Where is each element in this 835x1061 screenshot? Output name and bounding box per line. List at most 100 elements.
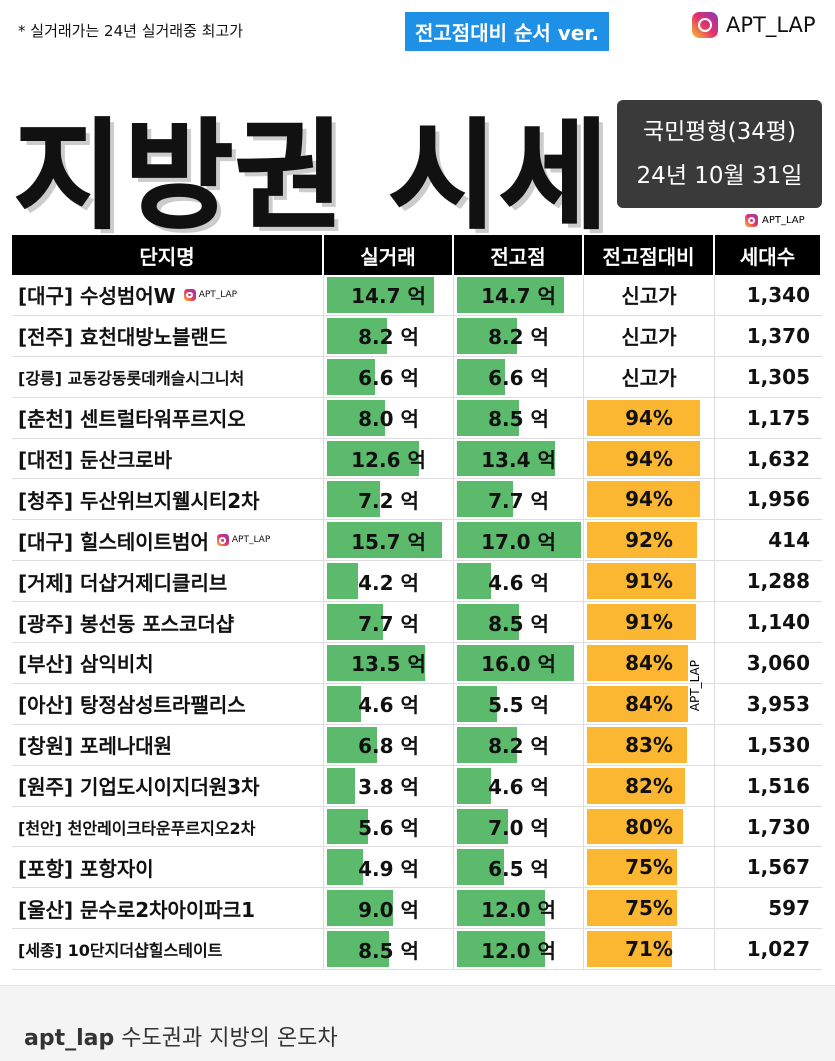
actual-cell: 4.9 억 — [324, 847, 454, 888]
ratio-label: 83% — [625, 732, 673, 757]
peak-label: 16.0 억 — [481, 652, 556, 677]
table-row: [대구] 수성범어W APT_LAP 14.7 억 14.7 억 신고가 1,340 — [12, 275, 822, 316]
table-row: [아산] 탕정삼성트라팰리스 4.6 억 5.5 억 84% 3,953 — [12, 683, 822, 725]
watermark-text: APT_LAP — [762, 215, 805, 226]
actual-label: 6.6 억 — [358, 366, 419, 391]
table-row: [전주] 효천대방노블랜드 8.2 억 8.2 억 신고가 1,370 — [12, 315, 822, 357]
bar — [457, 645, 574, 681]
peak-label: 8.5 억 — [488, 611, 549, 636]
caption-area — [0, 985, 835, 1061]
peak-label: 7.0 억 — [488, 816, 549, 841]
households: 1,956 — [746, 487, 810, 512]
bar — [587, 890, 677, 927]
bar — [457, 604, 519, 641]
peak-label: 13.4 억 — [481, 448, 556, 472]
name-cell: [원주] 기업도시이지더원3차 — [12, 765, 324, 806]
table-row: [대전] 둔산크로바 12.6 억 13.4 억 94% 1,632 — [12, 438, 822, 480]
complex-name: [대전] 둔산크로바 — [18, 448, 173, 472]
households-cell: 1,632 — [715, 439, 822, 479]
bar — [327, 645, 426, 681]
table-row: [울산] 문수로2차아이파크1 9.0 억 12.0 억 75% 597 — [12, 888, 822, 930]
actual-cell: 7.2 억 — [324, 479, 454, 520]
bar — [327, 481, 380, 518]
badge: 전고점대비 순서 ver. — [405, 12, 609, 51]
actual-label: 13.5 억 — [351, 652, 426, 677]
ratio-cell: 82% — [584, 765, 715, 806]
name-cell: [포항] 포항자이 — [12, 847, 324, 888]
peak-cell: 8.5 억 — [454, 397, 584, 438]
households: 1,632 — [746, 446, 810, 471]
ratio-label: 신고가 — [621, 325, 677, 350]
bar — [457, 726, 517, 763]
watermark-text: APT_LAP — [198, 289, 238, 300]
bar — [587, 645, 688, 681]
peak-cell: 17.0 억 — [454, 520, 584, 561]
peak-cell: 6.6 억 — [454, 356, 584, 397]
watermark: APT_LAP — [745, 214, 805, 227]
name-cell: [강릉] 교동강동롯데캐슬시그니처 — [12, 356, 324, 397]
actual-cell: 3.8 억 — [324, 765, 454, 806]
bar — [587, 399, 700, 436]
ratio-cell: 71% — [584, 929, 715, 970]
table-row: [거제] 더샵거제디클리브 4.2 억 4.6 억 91% 1,288 — [12, 561, 822, 603]
bar — [457, 358, 506, 395]
caption-user: apt_lap — [24, 1026, 115, 1051]
actual-label: 15.7 억 — [351, 529, 426, 554]
instagram-icon — [745, 214, 758, 227]
instagram-icon — [692, 12, 718, 38]
name-cell: [세종] 10단지더샵힐스테이트 — [12, 929, 324, 970]
caption: apt_lap 수도권과 지방의 온도차 — [24, 1020, 338, 1052]
bar — [327, 317, 387, 354]
bar — [327, 604, 384, 641]
info-line: 국민평형(34평) — [642, 119, 796, 145]
ratio-cell: 91% — [584, 602, 715, 643]
peak-label: 4.6 억 — [488, 775, 549, 800]
households-cell: 3,060 — [715, 643, 822, 683]
ratio-cell: 신고가 — [584, 356, 715, 397]
peak-cell: 8.2 억 — [454, 724, 584, 765]
actual-label: 8.0 억 — [358, 407, 419, 432]
peak-label: 14.7 억 — [481, 284, 556, 309]
actual-cell: 8.0 억 — [324, 397, 454, 438]
ratio-label: 84% — [625, 691, 673, 716]
complex-name: [청주] 두산위브지웰시티2차 — [18, 488, 260, 513]
households: 1,340 — [746, 282, 810, 307]
households: 1,567 — [746, 855, 810, 880]
bar — [327, 277, 435, 313]
households-cell: 1,730 — [715, 807, 822, 847]
bar — [457, 685, 498, 722]
bar — [457, 767, 491, 804]
name-cell: [대구] 힐스테이트범어 APT_LAP — [12, 520, 324, 561]
peak-cell: 16.0 억 — [454, 643, 584, 683]
ratio-label: 75% — [625, 896, 673, 921]
ratio-label: 71% — [625, 937, 673, 962]
bar — [457, 522, 581, 559]
actual-label: 6.8 억 — [358, 734, 419, 759]
bar — [457, 808, 509, 845]
ratio-label: 82% — [625, 773, 673, 798]
actual-label: 14.7 억 — [351, 284, 426, 309]
title: 지방권 시세 — [13, 106, 610, 246]
complex-name: [원주] 기업도시이지더원3차 — [18, 775, 260, 800]
peak-label: 8.5 억 — [488, 407, 549, 432]
households-cell: 1,530 — [715, 725, 822, 765]
peak-cell: 4.6 억 — [454, 765, 584, 806]
ratio-cell: 75% — [584, 888, 715, 929]
actual-label: 12.6 억 — [351, 448, 426, 472]
info-box: 국민평형(34평) 24년 10월 31일 — [617, 100, 822, 208]
households-cell: 1,516 — [715, 766, 822, 806]
actual-label: 9.0 억 — [358, 897, 419, 922]
bar — [587, 481, 700, 518]
bar — [587, 808, 683, 845]
table-row: [대구] 힐스테이트범어 APT_LAP 15.7 억 17.0 억 92% 414 — [12, 520, 822, 562]
ratio-label: 84% — [625, 650, 673, 675]
ratio-label: 신고가 — [621, 366, 677, 391]
instagram-icon — [216, 534, 229, 547]
bar — [587, 604, 697, 641]
instagram-icon — [183, 288, 196, 301]
households-cell: 1,288 — [715, 561, 822, 601]
peak-label: 7.7 억 — [488, 488, 549, 513]
complex-name: [부산] 삼익비치 — [18, 652, 154, 677]
peak-label: 6.5 억 — [488, 856, 549, 881]
name-cell: [거제] 더샵거제디클리브 — [12, 561, 324, 602]
